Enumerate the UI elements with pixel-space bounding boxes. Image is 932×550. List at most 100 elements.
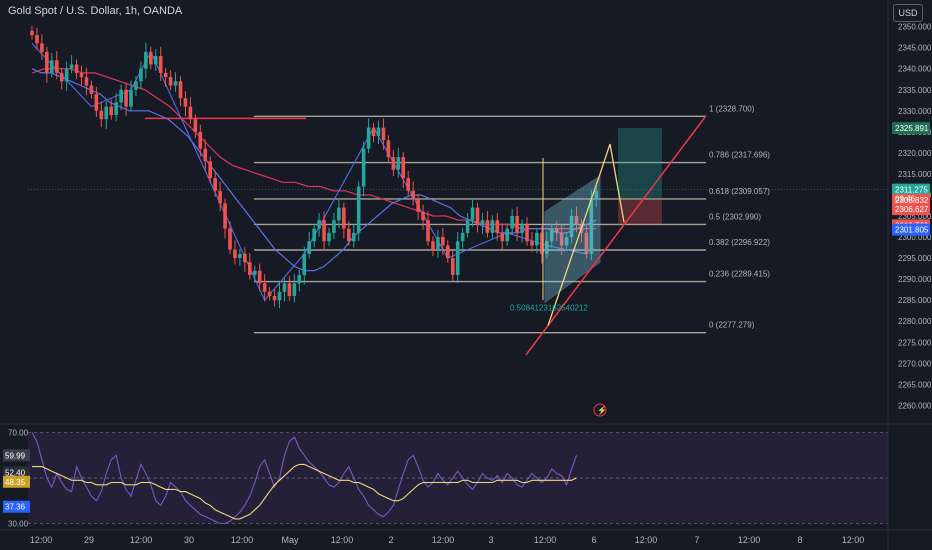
candle-body bbox=[564, 237, 569, 246]
candle-body bbox=[144, 51, 148, 69]
rsi-value-label: 48.35 bbox=[5, 478, 26, 487]
price-tick-label: 2260.000 bbox=[898, 401, 932, 410]
candle-body bbox=[371, 127, 376, 137]
candle-body bbox=[356, 186, 361, 233]
candle-body bbox=[485, 220, 490, 233]
candle-body bbox=[530, 241, 534, 246]
price-tick-label: 2280.000 bbox=[898, 317, 932, 326]
price-tick-label: 2335.000 bbox=[898, 86, 932, 95]
candle-body bbox=[208, 161, 212, 179]
candle-body bbox=[337, 207, 341, 221]
candle-body bbox=[64, 68, 69, 82]
time-tick-label: 2 bbox=[388, 535, 393, 545]
candle-body bbox=[470, 207, 475, 221]
time-tick-label: 29 bbox=[84, 535, 94, 545]
candle-body bbox=[213, 178, 217, 191]
candle-body bbox=[198, 131, 203, 149]
candle-body bbox=[238, 253, 242, 259]
rsi-pane[interactable] bbox=[28, 432, 888, 525]
candle-body bbox=[153, 56, 158, 65]
candle-body bbox=[188, 106, 193, 120]
candle-body bbox=[272, 295, 277, 301]
candle-body bbox=[119, 89, 123, 103]
price-tick-label: 2315.000 bbox=[898, 170, 932, 179]
price-badge bbox=[892, 193, 930, 206]
uptrend-line bbox=[525, 115, 707, 356]
candle-body bbox=[312, 228, 316, 242]
price-tick-label: 2320.000 bbox=[898, 149, 932, 158]
candle-body bbox=[74, 64, 79, 73]
candle-body bbox=[460, 232, 465, 242]
candle-body bbox=[282, 283, 287, 292]
candle-body bbox=[40, 43, 44, 52]
candle-body bbox=[495, 220, 500, 233]
candle-body bbox=[327, 232, 331, 242]
candle-body bbox=[361, 148, 366, 187]
candle-body bbox=[421, 211, 425, 221]
price-badge-label: 2311.275 bbox=[895, 186, 928, 195]
candle-body bbox=[584, 232, 589, 254]
candle-body bbox=[574, 216, 579, 225]
fib-level-label: 1 (2328.700) bbox=[709, 104, 755, 113]
candle-body bbox=[149, 51, 153, 65]
candle-body bbox=[94, 93, 99, 111]
candle-body bbox=[594, 190, 599, 200]
candle-body bbox=[475, 207, 480, 225]
lightning-icon bbox=[593, 403, 607, 417]
currency-button[interactable]: USD bbox=[893, 4, 923, 22]
rsi-value-badge bbox=[3, 449, 30, 462]
chart-title: Gold Spot / U.S. Dollar, 1h, OANDA bbox=[8, 5, 183, 17]
candle-body bbox=[218, 190, 222, 204]
time-tick-label: 12:00 bbox=[738, 535, 761, 545]
fib-level-label: 0.5 (2302.990) bbox=[709, 212, 761, 221]
candle-body bbox=[277, 291, 282, 301]
price-badge-label: 2308.832 bbox=[895, 196, 929, 205]
rsi-line bbox=[31, 432, 578, 525]
candle-body bbox=[455, 241, 460, 275]
candle-body bbox=[411, 190, 415, 200]
candle-body bbox=[54, 60, 59, 73]
candle-body bbox=[302, 253, 307, 275]
price-tick-label: 2345.000 bbox=[898, 44, 932, 53]
candle-body bbox=[99, 110, 104, 120]
time-tick-label: 6 bbox=[591, 535, 596, 545]
candle-body bbox=[35, 35, 39, 44]
candle-body bbox=[535, 232, 539, 246]
candle-body bbox=[124, 89, 128, 107]
price-badge-label: 2306.627 bbox=[895, 205, 929, 214]
rsi-value-badge bbox=[3, 500, 30, 513]
candle-body bbox=[446, 245, 450, 259]
candle-body bbox=[173, 81, 178, 86]
candle-body bbox=[436, 237, 440, 250]
candle-body bbox=[69, 64, 74, 69]
time-tick-label: 30 bbox=[184, 535, 194, 545]
candle-body bbox=[332, 220, 336, 233]
candle-body bbox=[104, 106, 109, 120]
candle-body bbox=[267, 291, 272, 296]
rsi-tick-label: 70.00 bbox=[8, 429, 29, 438]
candle-body bbox=[203, 148, 208, 162]
time-tick-label: 12:00 bbox=[842, 535, 865, 545]
candle-body bbox=[243, 253, 247, 263]
target-zone bbox=[618, 128, 662, 199]
candle-body bbox=[89, 85, 94, 94]
time-tick-label: 12:00 bbox=[635, 535, 658, 545]
price-tick-label: 2330.000 bbox=[898, 107, 932, 116]
rsi-value-badge bbox=[3, 475, 30, 488]
fib-level-label: 0.236 (2289.415) bbox=[709, 270, 770, 279]
candle-body bbox=[500, 232, 505, 242]
price-tick-label: 2350.000 bbox=[898, 23, 932, 32]
candle-body bbox=[520, 224, 524, 233]
candle-body bbox=[30, 30, 34, 36]
time-tick-label: 12:00 bbox=[331, 535, 354, 545]
wedge-pattern bbox=[544, 175, 601, 304]
price-tick-label: 2300.000 bbox=[898, 233, 932, 242]
candle-body bbox=[158, 56, 163, 73]
candle-body bbox=[540, 232, 544, 254]
price-badge bbox=[892, 183, 930, 196]
candle-body bbox=[168, 77, 173, 86]
price-badge bbox=[892, 223, 930, 236]
candle-body bbox=[292, 283, 297, 296]
